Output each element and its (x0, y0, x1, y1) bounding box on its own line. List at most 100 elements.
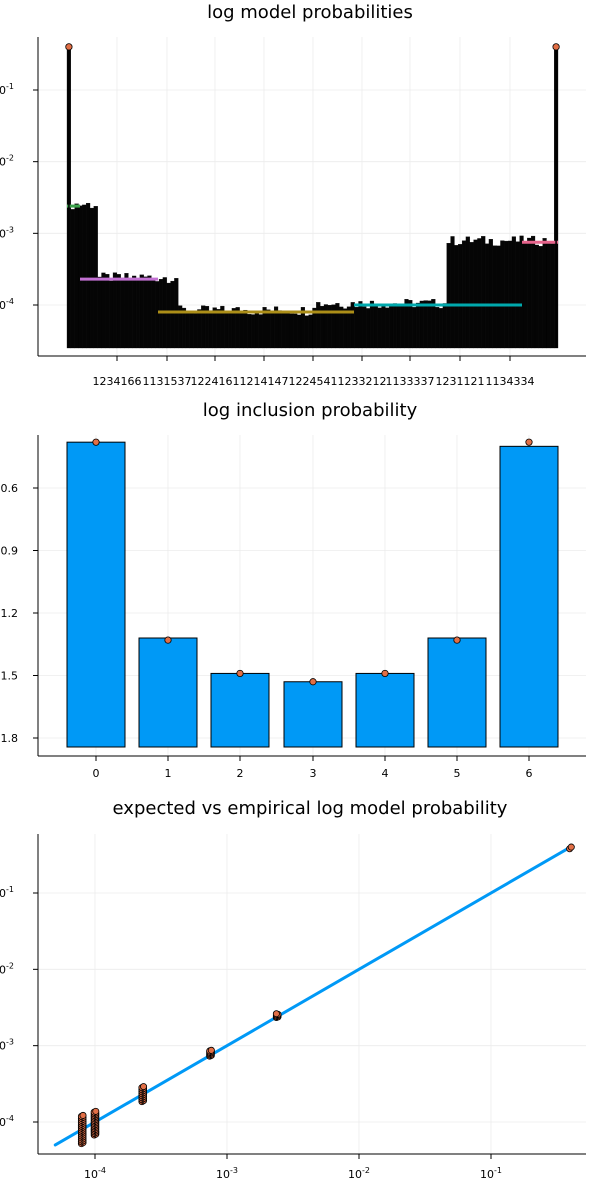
bar (343, 308, 348, 349)
bar (396, 304, 401, 349)
bar (481, 236, 486, 349)
tick-labels: -1.8 -1.5 -1.2 -0.9 -0.6 0 1 2 3 4 5 6 (0, 482, 533, 780)
bar (419, 300, 424, 349)
bar (109, 280, 114, 349)
bar (78, 205, 83, 349)
empirical-point (92, 438, 100, 446)
scatter-point (79, 1111, 87, 1119)
x-tick-label: 10-4 (84, 1166, 106, 1181)
bar (546, 242, 551, 349)
empirical-point (236, 669, 244, 678)
bar (408, 300, 413, 349)
bar (312, 307, 317, 349)
bar (400, 303, 405, 349)
bar (283, 681, 343, 748)
bar (124, 273, 129, 349)
y-tick-label: 10-1 (0, 82, 14, 97)
bar (454, 245, 459, 349)
scatter-point (92, 1107, 100, 1115)
y-tick-label: 10-3 (0, 225, 14, 240)
empirical-points (92, 438, 533, 686)
bar (181, 307, 187, 349)
chart-title: expected vs empirical log model probabil… (113, 798, 508, 819)
bar (231, 308, 236, 349)
bar (158, 279, 164, 349)
bar (542, 238, 547, 349)
bar (488, 239, 493, 349)
bar (358, 301, 363, 349)
bar (496, 245, 501, 349)
chart-title: log model probabilities (207, 2, 413, 23)
bar (484, 243, 490, 349)
x-tick-label: 10-3 (216, 1166, 238, 1181)
x-tick-label: 10-2 (348, 1166, 370, 1181)
bar (362, 306, 367, 349)
x-tick-label: 1134334 (486, 375, 535, 388)
tick-labels: 10-4 10-3 10-2 10-1 123416611315371224161121… (0, 82, 535, 388)
bar (212, 307, 217, 349)
x-tick-label: 4 (382, 767, 389, 780)
y-tick-label: 10-4 (0, 1114, 14, 1129)
bar (404, 299, 409, 349)
bar (97, 276, 102, 349)
endpoint-point (65, 43, 73, 51)
bar (235, 307, 240, 349)
bar (366, 308, 371, 349)
x-tick-label: 6 (526, 767, 533, 780)
bar (147, 275, 152, 349)
bar (128, 277, 133, 349)
empirical-point (525, 438, 533, 446)
bar (132, 275, 137, 349)
bar (492, 245, 497, 349)
x-tick-label: 1131537 (143, 375, 192, 388)
bar (254, 312, 259, 349)
bar (377, 307, 382, 349)
x-tick-label: 1234166 (93, 375, 142, 388)
y-tick-label: 10-2 (0, 154, 14, 169)
x-tick-label: 1214147 (240, 375, 289, 388)
bar (385, 307, 390, 349)
bar (135, 279, 141, 349)
bar (143, 276, 148, 349)
scatter-point (567, 843, 575, 851)
fit-line (53, 845, 572, 1147)
bar (185, 312, 190, 349)
bar (266, 309, 271, 349)
y-tick-label: 10-2 (0, 961, 14, 976)
bar (101, 272, 106, 349)
bar (465, 236, 470, 349)
bar (427, 300, 432, 349)
bar (373, 303, 378, 349)
bar (270, 311, 275, 349)
x-tick-label: 2 (237, 767, 244, 780)
bar (369, 300, 375, 349)
scatter-points (77, 843, 575, 1148)
bar (208, 310, 213, 349)
bar (438, 308, 444, 349)
bar (285, 312, 290, 349)
bar (527, 237, 532, 349)
bar (550, 243, 555, 349)
bar (247, 314, 252, 349)
x-tick-label: 3 (310, 767, 317, 780)
bar (166, 282, 171, 349)
bar (297, 314, 302, 349)
bar (415, 302, 421, 349)
bar (412, 307, 417, 349)
x-tick-label: 0 (93, 767, 100, 780)
bar (227, 313, 233, 349)
empirical-point (381, 669, 389, 678)
bars (66, 46, 559, 349)
bar (469, 242, 474, 349)
bar (304, 315, 309, 349)
bar (277, 310, 282, 349)
bar (427, 637, 487, 748)
bar (389, 304, 394, 349)
scatter-point (272, 1010, 280, 1018)
bar (224, 310, 229, 349)
bar (507, 240, 513, 349)
bar (155, 281, 160, 349)
x-tick-label: 1224161 (191, 375, 240, 388)
bar (250, 314, 256, 349)
